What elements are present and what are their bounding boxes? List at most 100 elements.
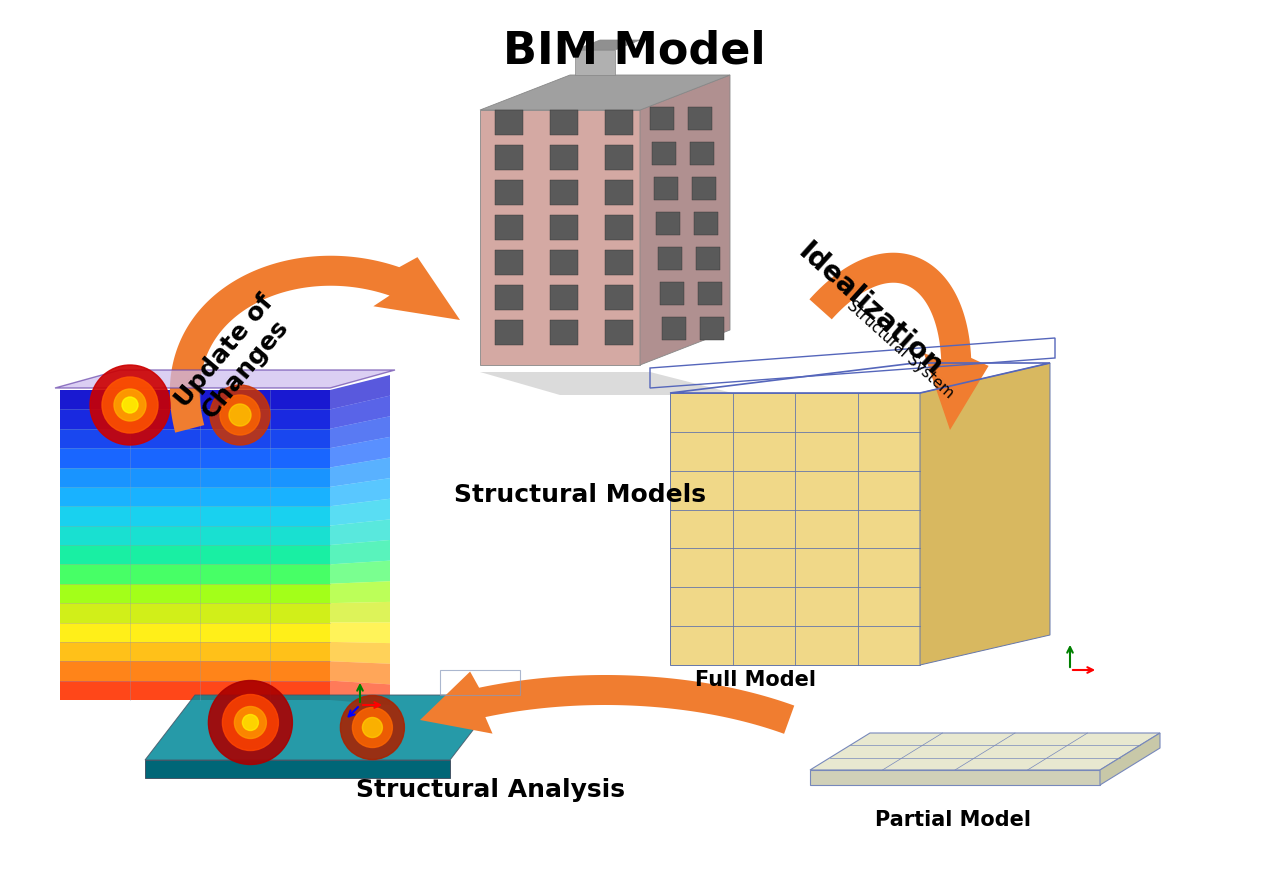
Polygon shape bbox=[60, 584, 330, 603]
Polygon shape bbox=[145, 760, 450, 778]
Circle shape bbox=[363, 717, 383, 738]
Polygon shape bbox=[650, 107, 675, 130]
Polygon shape bbox=[550, 250, 578, 275]
Polygon shape bbox=[700, 317, 724, 340]
Polygon shape bbox=[60, 564, 330, 584]
Polygon shape bbox=[330, 375, 391, 409]
Text: Structural Analysis: Structural Analysis bbox=[355, 778, 625, 802]
Text: BIM Model: BIM Model bbox=[502, 30, 766, 73]
Polygon shape bbox=[550, 285, 578, 310]
Polygon shape bbox=[330, 396, 391, 429]
Polygon shape bbox=[550, 215, 578, 240]
Polygon shape bbox=[605, 320, 633, 345]
Circle shape bbox=[235, 706, 266, 739]
Polygon shape bbox=[60, 622, 330, 642]
Polygon shape bbox=[810, 770, 1101, 785]
Polygon shape bbox=[330, 581, 391, 603]
Polygon shape bbox=[495, 215, 522, 240]
Polygon shape bbox=[60, 545, 330, 564]
Polygon shape bbox=[60, 487, 330, 506]
Polygon shape bbox=[690, 142, 714, 165]
Circle shape bbox=[222, 695, 279, 750]
Polygon shape bbox=[60, 661, 330, 680]
Polygon shape bbox=[921, 363, 1050, 665]
Polygon shape bbox=[330, 478, 391, 506]
Polygon shape bbox=[330, 680, 391, 705]
Polygon shape bbox=[60, 390, 330, 409]
Circle shape bbox=[242, 714, 259, 730]
Polygon shape bbox=[605, 215, 633, 240]
Circle shape bbox=[101, 377, 158, 433]
Polygon shape bbox=[60, 603, 330, 622]
Polygon shape bbox=[670, 393, 921, 665]
Polygon shape bbox=[652, 142, 676, 165]
Polygon shape bbox=[656, 212, 680, 235]
Polygon shape bbox=[145, 695, 500, 760]
Polygon shape bbox=[495, 110, 522, 135]
Polygon shape bbox=[495, 250, 522, 275]
Polygon shape bbox=[420, 672, 794, 734]
Polygon shape bbox=[495, 180, 522, 205]
Polygon shape bbox=[574, 40, 640, 50]
Circle shape bbox=[230, 404, 251, 426]
Polygon shape bbox=[330, 416, 391, 448]
Text: Partial Model: Partial Model bbox=[875, 810, 1031, 830]
Polygon shape bbox=[574, 50, 615, 75]
Polygon shape bbox=[330, 622, 391, 643]
Polygon shape bbox=[60, 409, 330, 429]
Polygon shape bbox=[694, 212, 718, 235]
Polygon shape bbox=[605, 180, 633, 205]
Circle shape bbox=[221, 395, 260, 435]
Polygon shape bbox=[640, 75, 730, 365]
Polygon shape bbox=[550, 110, 578, 135]
Polygon shape bbox=[661, 282, 683, 305]
Polygon shape bbox=[605, 145, 633, 170]
Polygon shape bbox=[330, 561, 391, 584]
Polygon shape bbox=[689, 107, 713, 130]
Polygon shape bbox=[330, 520, 391, 545]
Polygon shape bbox=[697, 282, 721, 305]
Polygon shape bbox=[330, 437, 391, 468]
Circle shape bbox=[90, 365, 170, 445]
Polygon shape bbox=[330, 540, 391, 564]
Polygon shape bbox=[170, 255, 460, 432]
Polygon shape bbox=[696, 247, 720, 270]
Text: Full Model: Full Model bbox=[695, 670, 817, 690]
Polygon shape bbox=[330, 499, 391, 526]
Polygon shape bbox=[330, 642, 391, 663]
Text: Update of
Changes: Update of Changes bbox=[170, 290, 299, 430]
Text: Structural Models: Structural Models bbox=[454, 483, 706, 507]
Polygon shape bbox=[1101, 733, 1160, 785]
Polygon shape bbox=[330, 457, 391, 487]
Polygon shape bbox=[481, 75, 730, 110]
Polygon shape bbox=[605, 285, 633, 310]
Polygon shape bbox=[60, 468, 330, 487]
Polygon shape bbox=[658, 247, 682, 270]
Polygon shape bbox=[330, 602, 391, 622]
Polygon shape bbox=[60, 429, 330, 448]
Polygon shape bbox=[60, 642, 330, 661]
Polygon shape bbox=[60, 448, 330, 468]
Circle shape bbox=[122, 397, 138, 413]
Text: Structural System: Structural System bbox=[843, 298, 956, 402]
Polygon shape bbox=[60, 526, 330, 545]
Polygon shape bbox=[550, 320, 578, 345]
Polygon shape bbox=[692, 177, 716, 200]
Circle shape bbox=[208, 680, 293, 764]
Polygon shape bbox=[495, 320, 522, 345]
Polygon shape bbox=[330, 661, 391, 684]
Polygon shape bbox=[55, 370, 396, 388]
Circle shape bbox=[210, 385, 270, 445]
Text: Idealization: Idealization bbox=[792, 238, 947, 382]
Polygon shape bbox=[809, 253, 989, 430]
Polygon shape bbox=[60, 680, 330, 700]
Circle shape bbox=[114, 389, 146, 421]
Polygon shape bbox=[810, 733, 1160, 770]
Polygon shape bbox=[654, 177, 678, 200]
Polygon shape bbox=[495, 285, 522, 310]
Polygon shape bbox=[481, 372, 741, 395]
Polygon shape bbox=[605, 110, 633, 135]
Polygon shape bbox=[550, 180, 578, 205]
Circle shape bbox=[340, 696, 404, 760]
Polygon shape bbox=[662, 317, 686, 340]
